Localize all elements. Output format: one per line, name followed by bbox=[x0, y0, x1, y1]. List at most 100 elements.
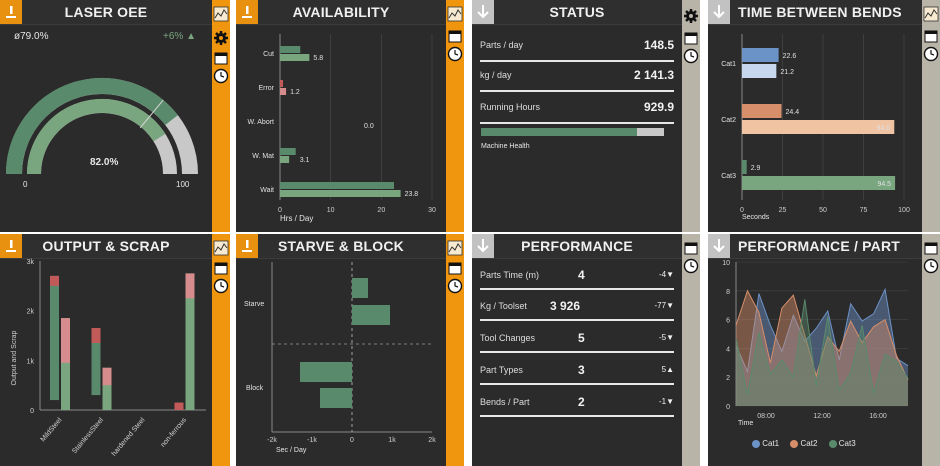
alert-badge[interactable] bbox=[0, 234, 22, 258]
divider bbox=[480, 415, 674, 417]
perfpart-xlabel: Time bbox=[738, 420, 754, 427]
tick-label: 08:00 bbox=[757, 413, 775, 420]
clock-icon[interactable] bbox=[447, 278, 463, 294]
panel-title: PERFORMANCE / PART bbox=[738, 238, 901, 254]
series-area bbox=[736, 290, 908, 406]
chart-icon[interactable] bbox=[923, 6, 939, 22]
arrow-badge[interactable] bbox=[472, 0, 494, 24]
panel-title: AVAILABILITY bbox=[292, 4, 390, 20]
bar bbox=[185, 273, 195, 410]
bar bbox=[742, 64, 777, 78]
warning-icon bbox=[242, 240, 252, 252]
arrow-down-icon bbox=[477, 239, 489, 253]
chart-icon[interactable] bbox=[213, 6, 229, 22]
data-label: 3.1 bbox=[300, 157, 310, 164]
bar bbox=[102, 367, 112, 386]
oee-average: ø79.0% bbox=[14, 31, 49, 42]
category-label: StainlessSteel bbox=[71, 416, 105, 455]
category-label: Cat2 bbox=[721, 117, 736, 124]
clock-icon[interactable] bbox=[923, 46, 939, 62]
tool-strip bbox=[922, 234, 940, 466]
panel-header: STARVE & BLOCK bbox=[236, 234, 446, 259]
series-line bbox=[735, 289, 909, 381]
bar bbox=[280, 156, 290, 163]
arrow-down-icon bbox=[713, 239, 725, 253]
clock-icon[interactable] bbox=[447, 46, 463, 62]
alert-badge[interactable] bbox=[0, 0, 22, 24]
calendar-icon[interactable] bbox=[447, 28, 463, 44]
availability-panel: AVAILABILITY 0 10 20 30 Cut 5.8 Error 1.2 W. Abo… bbox=[236, 0, 464, 232]
warning-icon bbox=[6, 240, 16, 252]
clock-icon[interactable] bbox=[683, 258, 699, 274]
data-label: 5.8 bbox=[313, 55, 323, 62]
performance-panel: PERFORMANCE Parts Time (m) 4 -4▼ Kg / Tool… bbox=[472, 234, 700, 466]
panel-header: PERFORMANCE / PART bbox=[708, 234, 922, 259]
panel-title: TIME BETWEEN BENDS bbox=[738, 4, 902, 20]
category-label: W. Abort bbox=[248, 119, 275, 126]
category-label: Error bbox=[258, 85, 274, 92]
calendar-icon[interactable] bbox=[213, 50, 229, 66]
data-label: 22.6 bbox=[783, 53, 797, 60]
calendar-icon[interactable] bbox=[683, 240, 699, 256]
output-scrap-panel: OUTPUT & SCRAP 0 1k 2k 3k Output and Scrap Mi… bbox=[0, 234, 230, 466]
legend-item[interactable]: Cat1 bbox=[752, 439, 779, 448]
divider bbox=[480, 383, 674, 385]
category-label: non-ferrous bbox=[160, 416, 189, 448]
tick-label: 8 bbox=[726, 289, 730, 296]
tick-label: -1k bbox=[307, 437, 317, 444]
bar bbox=[280, 182, 394, 189]
tbb-xlabel: Seconds bbox=[742, 214, 770, 221]
data-label: 24.4 bbox=[786, 109, 800, 116]
chart-icon[interactable] bbox=[447, 6, 463, 22]
legend-item[interactable]: Cat2 bbox=[790, 439, 817, 448]
availability-chart: 0 10 20 30 Cut 5.8 Error 1.2 W. Abort 0.0 W. Mat 3.… bbox=[248, 34, 436, 214]
starve-block-panel: STARVE & BLOCK -2k -1k 0 1k 2k Starve Block Se… bbox=[236, 234, 464, 466]
tick-label: 30 bbox=[428, 207, 436, 214]
calendar-icon[interactable] bbox=[683, 30, 699, 46]
calendar-icon[interactable] bbox=[213, 260, 229, 276]
chart-icon[interactable] bbox=[447, 240, 463, 256]
tick-label: 0 bbox=[30, 408, 34, 415]
bar bbox=[61, 318, 70, 410]
machine-health-label: Machine Health bbox=[481, 143, 530, 150]
availability-xlabel: Hrs / Day bbox=[280, 214, 314, 223]
gear-icon[interactable] bbox=[213, 30, 229, 46]
clock-icon[interactable] bbox=[683, 48, 699, 64]
calendar-icon[interactable] bbox=[923, 28, 939, 44]
alert-badge[interactable] bbox=[236, 0, 258, 24]
panel-header: OUTPUT & SCRAP bbox=[0, 234, 212, 259]
tick-label: 0 bbox=[350, 437, 354, 444]
machine-health-fill bbox=[481, 128, 637, 136]
clock-icon[interactable] bbox=[213, 68, 229, 84]
bar bbox=[185, 273, 195, 299]
bar bbox=[50, 275, 59, 286]
gauge-max-label: 100 bbox=[176, 180, 190, 189]
bar bbox=[280, 148, 296, 155]
clock-icon[interactable] bbox=[213, 278, 229, 294]
divider bbox=[480, 319, 674, 321]
arrow-badge[interactable] bbox=[708, 0, 730, 24]
clock-icon[interactable] bbox=[923, 258, 939, 274]
status-row: kg / day 2 141.3 bbox=[480, 68, 674, 82]
arrow-down-icon bbox=[477, 5, 489, 19]
category-label: Block bbox=[246, 385, 264, 392]
tick-label: 0 bbox=[726, 404, 730, 411]
data-label: 23.8 bbox=[405, 191, 419, 198]
legend-item[interactable]: Cat3 bbox=[828, 439, 856, 448]
bar bbox=[742, 120, 895, 134]
panel-header: STATUS bbox=[472, 0, 682, 25]
tick-label: 16:00 bbox=[869, 413, 887, 420]
alert-badge[interactable] bbox=[236, 234, 258, 258]
arrow-badge[interactable] bbox=[708, 234, 730, 258]
divider bbox=[480, 60, 674, 62]
chart-icon[interactable] bbox=[213, 240, 229, 256]
gear-icon[interactable] bbox=[683, 8, 699, 24]
performance-row: Bends / Part 2 -1▼ bbox=[480, 395, 674, 409]
calendar-icon[interactable] bbox=[923, 240, 939, 256]
divider bbox=[480, 90, 674, 92]
arrow-badge[interactable] bbox=[472, 234, 494, 258]
panel-title: PERFORMANCE bbox=[521, 238, 633, 254]
tick-label: 2 bbox=[726, 375, 730, 382]
series-line bbox=[735, 287, 909, 374]
calendar-icon[interactable] bbox=[447, 260, 463, 276]
